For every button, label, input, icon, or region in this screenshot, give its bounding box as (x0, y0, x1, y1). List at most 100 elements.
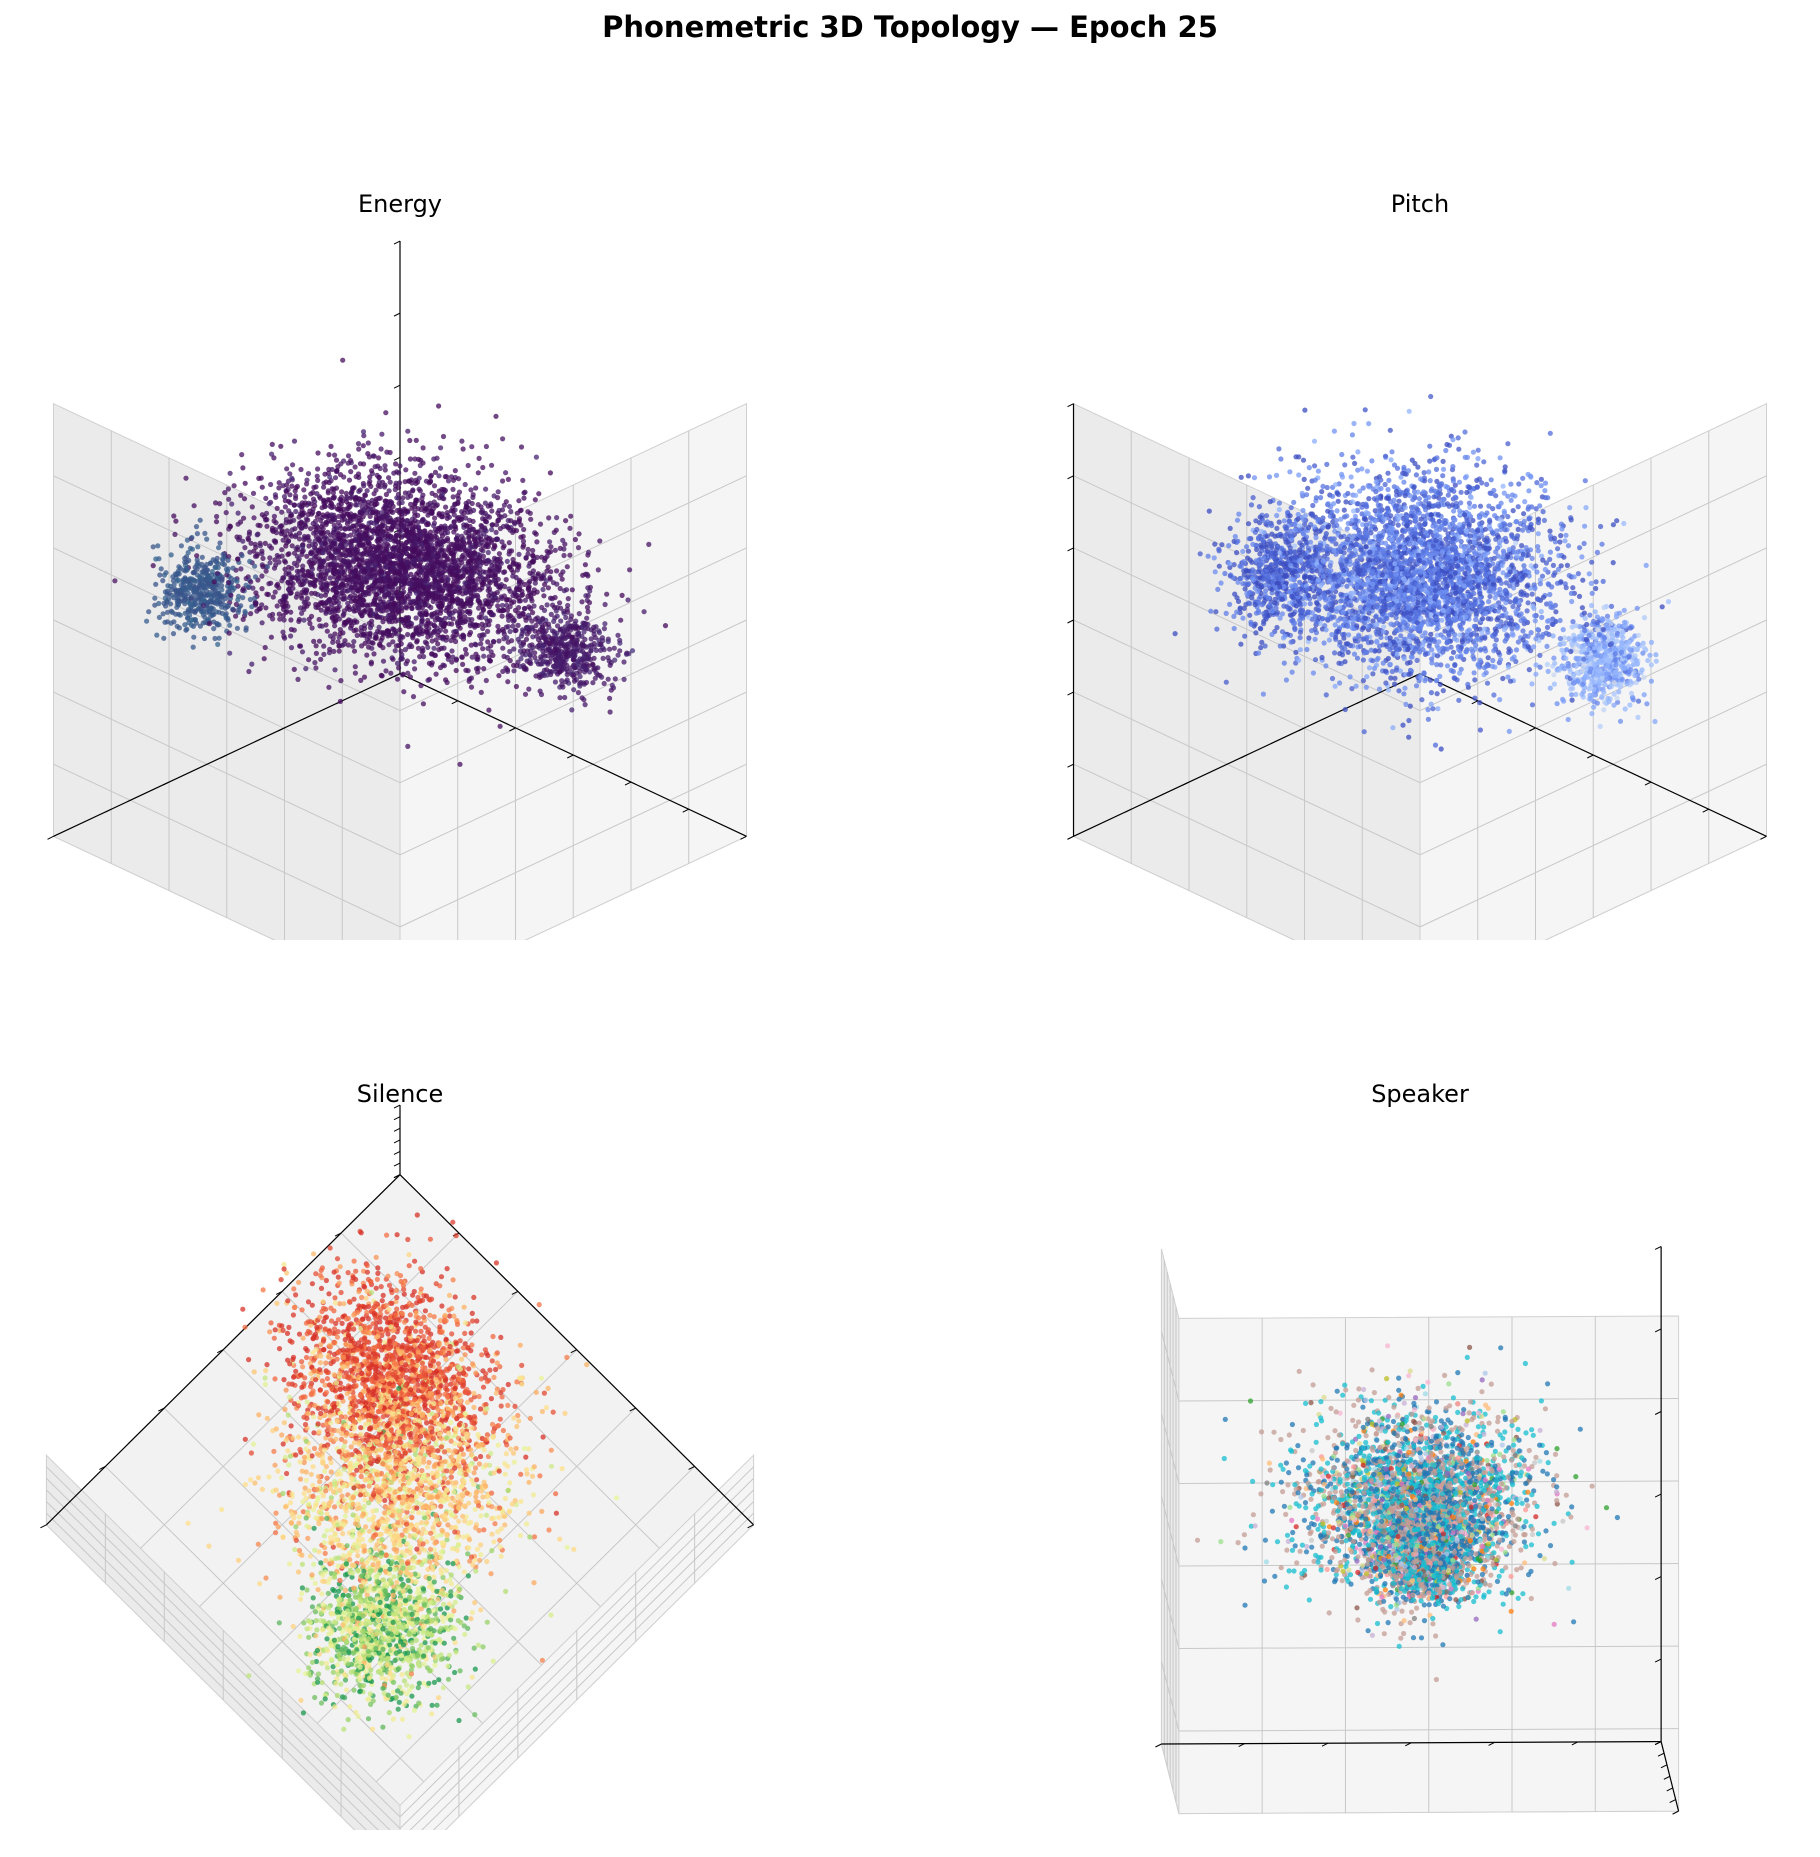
data-point (387, 479, 393, 485)
data-point (542, 653, 548, 659)
data-point (393, 618, 399, 624)
tick-mark (451, 700, 458, 705)
data-point (584, 615, 590, 621)
data-point (293, 532, 299, 538)
data-point (291, 627, 297, 633)
data-point (281, 617, 287, 623)
data-point (173, 518, 179, 524)
data-point (500, 645, 506, 651)
data-point (399, 514, 405, 520)
data-point (506, 540, 512, 546)
data-point (481, 666, 487, 672)
data-point (267, 555, 273, 561)
data-point (235, 583, 241, 589)
data-point (504, 523, 510, 529)
data-point (299, 649, 306, 655)
data-point (259, 602, 265, 608)
data-point (331, 543, 338, 549)
data-point (383, 528, 389, 534)
data-point (348, 543, 354, 549)
data-point (546, 515, 552, 521)
data-point (234, 578, 240, 584)
data-point (445, 530, 451, 536)
data-point (359, 504, 365, 510)
data-point (343, 552, 350, 558)
data-point (277, 616, 283, 622)
data-point (405, 618, 411, 624)
data-point (398, 648, 404, 654)
data-point (227, 622, 233, 628)
data-point (321, 484, 327, 490)
data-point (460, 603, 466, 609)
data-point (507, 588, 513, 594)
data-point (402, 623, 408, 629)
data-point (510, 573, 516, 579)
data-point (563, 518, 569, 524)
data-point (527, 578, 533, 585)
data-point (460, 661, 466, 667)
data-point (365, 540, 372, 546)
data-point (361, 461, 367, 467)
data-point (407, 530, 413, 536)
data-point (486, 707, 492, 713)
tick-mark (105, 808, 112, 813)
data-point (525, 546, 531, 552)
data-point (533, 531, 539, 537)
data-point (268, 634, 274, 640)
data-point (405, 743, 411, 750)
data-point (524, 648, 531, 654)
data-point (562, 694, 568, 701)
data-point (511, 617, 517, 623)
data-point (455, 623, 462, 629)
data-point (338, 564, 344, 571)
data-point (157, 572, 163, 578)
data-point (352, 464, 358, 470)
data-point (331, 570, 337, 576)
data-point (307, 620, 313, 627)
data-point (182, 577, 188, 583)
data-point (434, 455, 440, 461)
data-point (362, 568, 368, 574)
data-point (483, 486, 489, 492)
data-point (346, 574, 352, 580)
data-point (374, 472, 380, 478)
data-point (621, 676, 627, 682)
data-point (418, 568, 424, 575)
data-point (282, 566, 288, 572)
data-point (190, 623, 197, 629)
data-point (334, 555, 340, 561)
data-point (391, 552, 397, 558)
data-point (497, 723, 503, 729)
data-point (456, 476, 462, 482)
data-point (332, 618, 339, 624)
data-point (412, 470, 418, 476)
data-point (541, 593, 547, 599)
data-point (243, 625, 249, 631)
data-point (313, 665, 319, 671)
data-point (532, 497, 538, 503)
data-point (542, 630, 548, 636)
data-point (505, 679, 511, 685)
data-point (529, 559, 535, 565)
data-point (607, 662, 613, 668)
data-point (162, 619, 168, 625)
data-point (522, 597, 528, 603)
data-point (313, 650, 319, 656)
data-point (297, 643, 303, 649)
data-point (362, 492, 368, 498)
data-point (257, 543, 263, 549)
data-point (368, 575, 374, 581)
data-point (421, 599, 427, 605)
data-point (538, 635, 544, 641)
data-point (240, 616, 246, 622)
data-point (321, 651, 327, 657)
data-point (478, 689, 484, 695)
tick-mark (1702, 808, 1709, 813)
data-point (530, 634, 536, 640)
data-point (430, 592, 436, 598)
data-point (434, 625, 440, 631)
data-point (1366, 421, 1372, 427)
data-point (405, 494, 411, 500)
data-point (187, 600, 193, 606)
data-point (516, 595, 522, 601)
